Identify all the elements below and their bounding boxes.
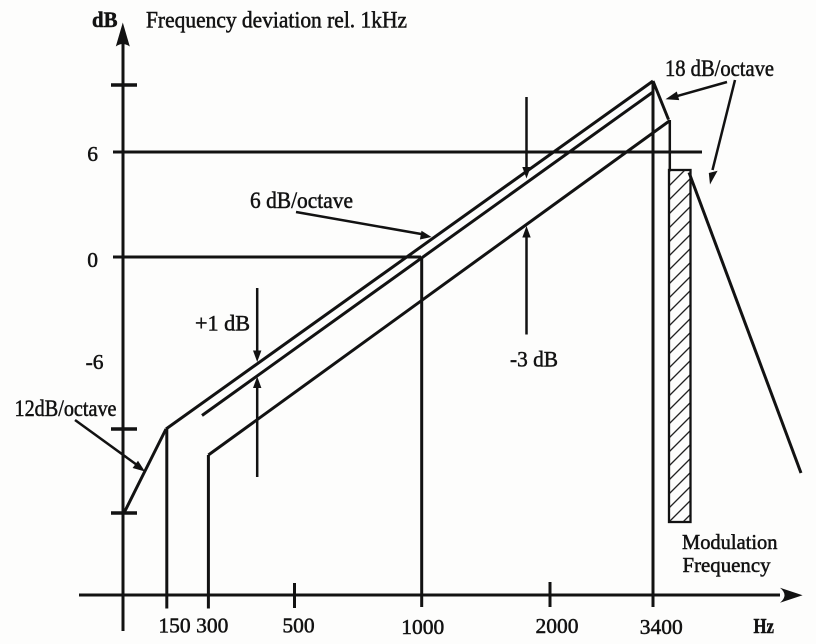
svg-text:+1 dB: +1 dB	[195, 311, 250, 336]
svg-text:300: 300	[196, 614, 228, 638]
svg-text:-3 dB: -3 dB	[510, 347, 558, 372]
svg-text:18 dB/octave: 18 dB/octave	[665, 56, 774, 81]
svg-text:-6: -6	[86, 350, 104, 374]
svg-text:12dB/octave: 12dB/octave	[15, 396, 117, 421]
svg-text:1000: 1000	[401, 615, 444, 639]
svg-text:150: 150	[158, 614, 190, 638]
svg-text:Hz: Hz	[754, 614, 775, 638]
svg-text:2000: 2000	[536, 614, 579, 638]
svg-text:Frequency deviation rel. 1kHz: Frequency deviation rel. 1kHz	[146, 8, 407, 33]
svg-text:0: 0	[87, 248, 98, 272]
svg-text:3400: 3400	[640, 615, 683, 639]
svg-text:6 dB/octave: 6 dB/octave	[250, 188, 353, 213]
svg-text:Frequency: Frequency	[683, 553, 771, 577]
svg-text:Modulation: Modulation	[682, 530, 778, 554]
svg-text:dB: dB	[92, 7, 118, 32]
svg-text:500: 500	[282, 614, 314, 638]
svg-text:6: 6	[87, 142, 98, 166]
